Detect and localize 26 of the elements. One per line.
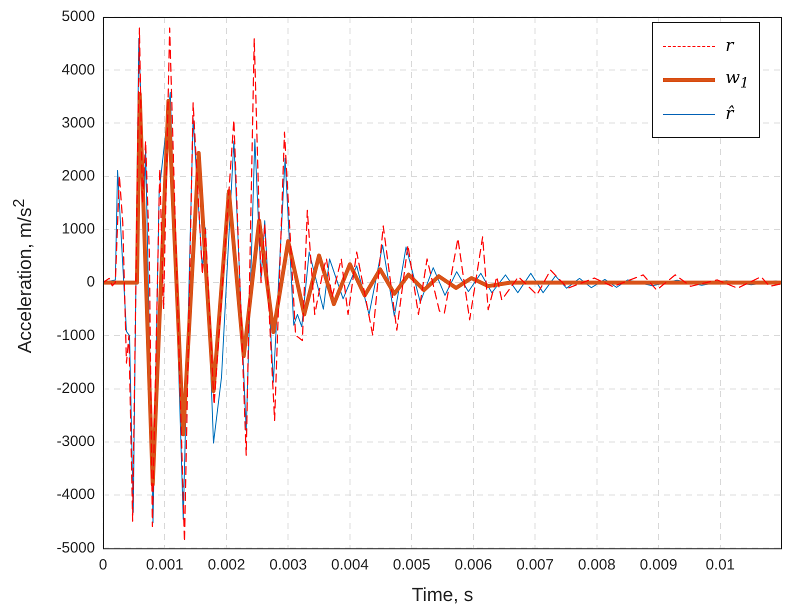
legend-label: r [725, 36, 734, 56]
y-tick-label: -4000 [56, 486, 95, 504]
x-tick-label: 0.006 [454, 556, 492, 574]
y-tick-label: 5000 [62, 8, 95, 26]
x-tick-label: 0 [98, 556, 108, 574]
y-tick-label: 1000 [62, 220, 95, 238]
x-tick-label: 0.001 [146, 556, 184, 574]
x-tick-label: 0.004 [331, 556, 369, 574]
y-tick-label: -1000 [56, 326, 95, 344]
y-tick-label: 4000 [62, 61, 95, 78]
y-tick-label: -2000 [56, 380, 95, 397]
x-tick-label: 0.002 [208, 556, 246, 574]
legend-label: r̂ [725, 104, 734, 124]
y-tick-label: 3000 [62, 114, 95, 132]
x-tick-label: 0.01 [706, 556, 735, 574]
legend-label: w$_{1}$ [725, 68, 749, 92]
x-tick-label: 0.007 [516, 556, 554, 574]
x-tick-label: 0.005 [392, 556, 430, 574]
y-tick-label: 0 [86, 274, 95, 291]
y-tick-label: 2000 [62, 168, 95, 184]
y-tick-label: -3000 [56, 433, 95, 450]
x-tick-label: 0.009 [640, 556, 678, 574]
x-tick-label: 0.008 [578, 556, 616, 574]
y-tick-label: -5000 [56, 539, 95, 556]
x-axis-title: Time, s [412, 584, 474, 606]
x-tick-label: 0.003 [269, 556, 307, 574]
